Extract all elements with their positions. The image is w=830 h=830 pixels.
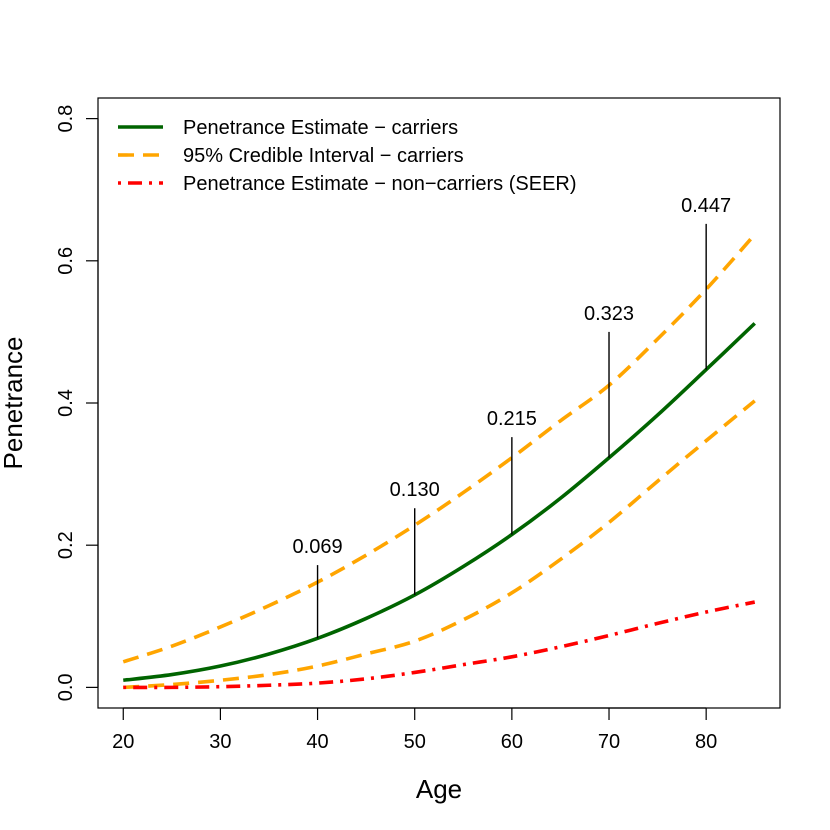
x-tick-label: 60 [501,731,523,753]
y-axis: 0.0 0.2 0.4 0.6 0.8 [55,105,99,701]
y-axis-title: Penetrance [0,337,28,470]
y-tick-label: 0.0 [55,673,77,701]
annotation-label: 0.323 [584,303,634,325]
series-line-2 [122,233,757,664]
annotation-layer: 0.069 0.130 0.215 0.323 0.447 [293,195,731,639]
annotation-label: 0.447 [681,195,731,217]
x-axis-title: Age [416,774,462,804]
x-tick-label: 40 [306,731,328,753]
y-tick-label: 0.8 [55,105,77,133]
x-tick-label: 50 [404,731,426,753]
y-tick-label: 0.2 [55,531,77,559]
legend-label: Penetrance Estimate − carriers [183,117,458,139]
x-tick-label: 30 [209,731,231,753]
annotation-label: 0.069 [293,536,343,558]
legend-label: 95% Credible Interval − carriers [183,145,464,167]
series-line-4 [123,600,756,690]
legend: Penetrance Estimate − carriers 95% Credib… [118,117,577,195]
series-layer [122,233,757,690]
x-tick-label: 80 [695,731,717,753]
x-tick-label: 70 [598,731,620,753]
series-line-1 [123,322,756,683]
x-tick-label: 20 [112,731,134,753]
y-tick-label: 0.6 [55,247,77,275]
legend-label: Penetrance Estimate − non−carriers (SEER… [183,173,577,195]
annotation-label: 0.215 [487,408,537,430]
x-axis: 20 30 40 50 60 70 80 [112,707,717,753]
y-tick-label: 0.4 [55,389,77,417]
series-line-3 [123,399,756,690]
annotation-label: 0.130 [390,479,440,501]
